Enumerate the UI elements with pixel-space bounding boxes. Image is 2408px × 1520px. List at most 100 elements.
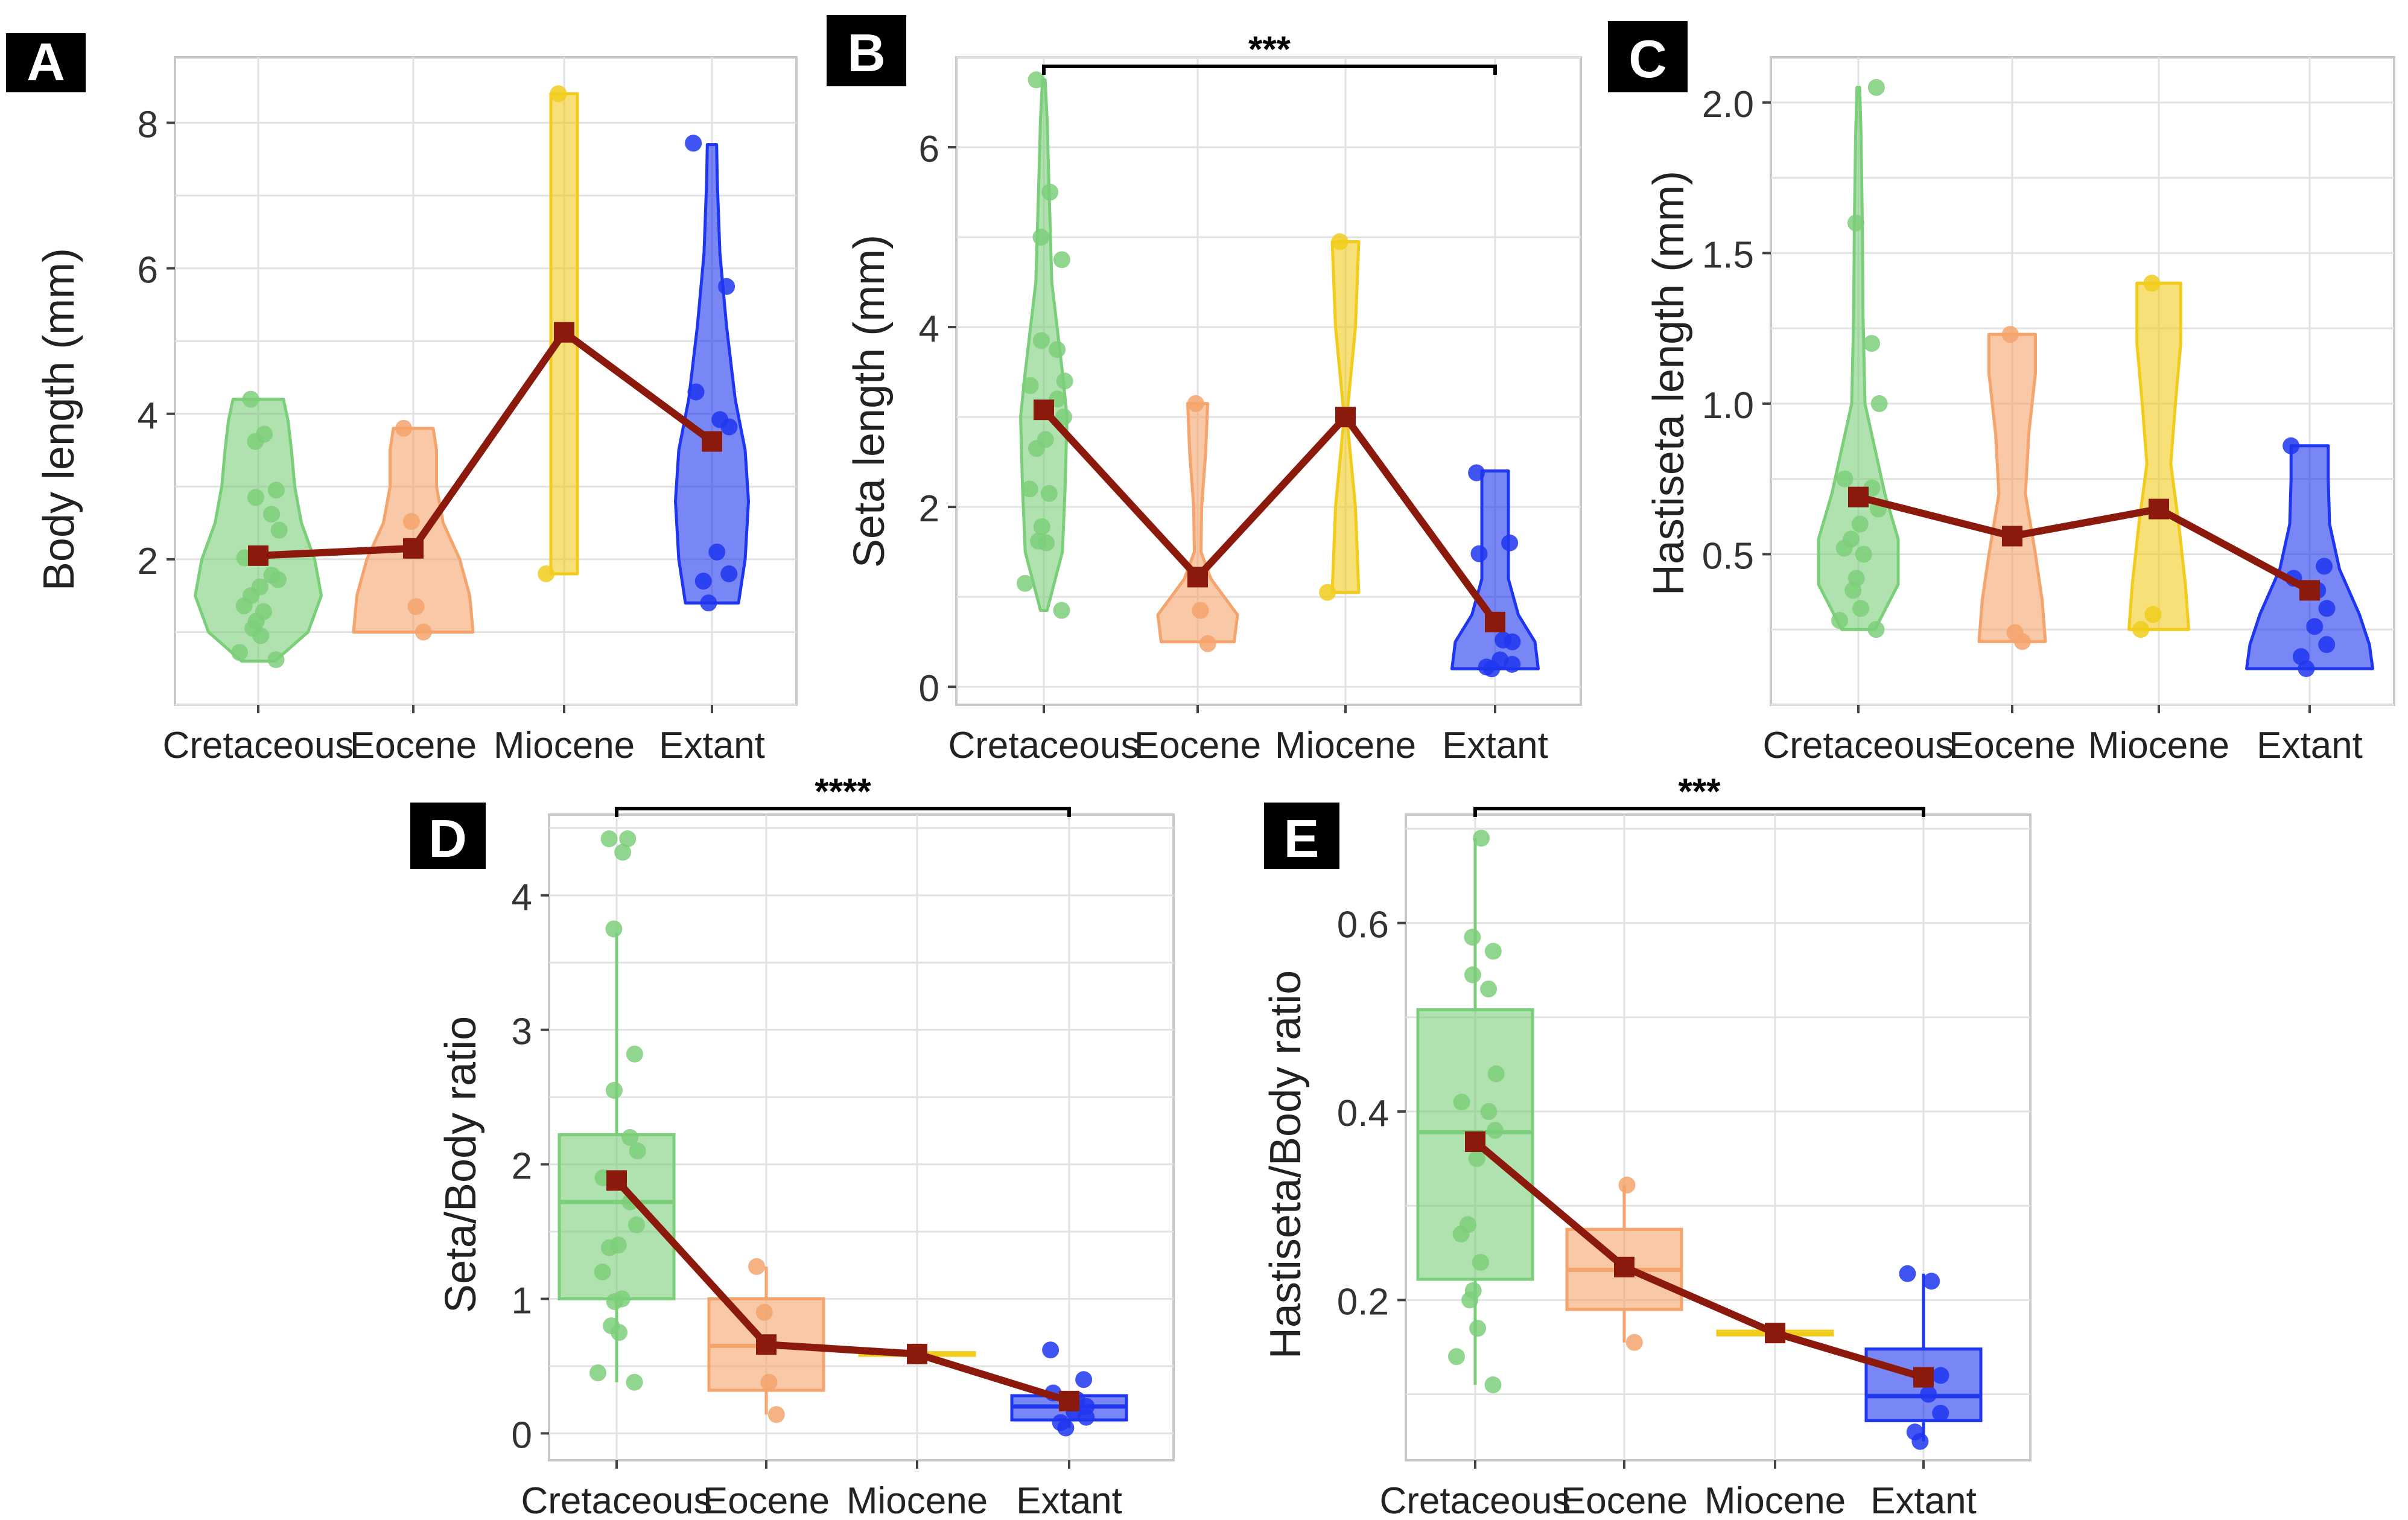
panel-d-cretaceous-point — [603, 1317, 620, 1335]
panel-a-miocene-point — [538, 565, 555, 582]
panel-e-ytick-label: 0.6 — [1337, 905, 1389, 946]
panel-d-extant-point — [1075, 1371, 1093, 1388]
panel-a-cretaceous-point — [270, 521, 288, 539]
panel-e-mean-marker-cretaceous — [1465, 1131, 1485, 1153]
panel-b-significance-label: *** — [1248, 29, 1291, 69]
panel-b-extant-point — [1495, 631, 1512, 649]
panel-d-mean-marker-extant — [1059, 1390, 1079, 1411]
panel-c-ytick-label: 1.0 — [1702, 385, 1754, 427]
panel-d-extant-point — [1042, 1341, 1059, 1359]
panel-b-cretaceous-point — [1021, 377, 1039, 394]
panel-c-badge — [1608, 21, 1688, 92]
panel-d-eocene-point — [767, 1406, 785, 1423]
panel-a-cretaceous-point — [256, 425, 273, 443]
panel-a-ytick-label: 8 — [138, 104, 158, 146]
panel-c-extant-point — [2318, 600, 2336, 617]
panel-c-cretaceous-point — [1870, 395, 1888, 412]
panel-a-ytick-label: 4 — [138, 395, 158, 437]
panel-a-mean-marker-eocene — [403, 538, 424, 559]
panel-a-eocene-point — [415, 623, 432, 641]
panel-d-cretaceous-point — [600, 830, 618, 848]
panel-e-cretaceous-point — [1460, 1216, 1477, 1233]
panel-a-cretaceous-violin — [194, 398, 323, 663]
panel-e-eocene-point — [1618, 1176, 1636, 1194]
panel-b-ylabel: Seta length (mm) — [845, 235, 894, 568]
panel-a-mean-line — [258, 328, 714, 559]
panel-d-letter: D — [428, 809, 467, 868]
panel-a-cretaceous-point — [251, 578, 268, 596]
panel-b-ytick-label: 2 — [919, 488, 939, 530]
panel-e-xtick-label-cretaceous: Cretaceous — [1379, 1480, 1571, 1520]
panel-c-miocene-point — [2132, 621, 2150, 638]
panel-b-mean-marker-extant — [1485, 611, 1505, 632]
panel-d-mean-marker-eocene — [756, 1334, 777, 1355]
panel-b-cretaceous-point — [1053, 602, 1070, 619]
panel-d-significance-bracket — [615, 807, 1071, 817]
panel-c-cretaceous-point — [1847, 570, 1865, 587]
panel-c-ylabel: Hastiseta length (mm) — [1645, 171, 1693, 596]
panel-c-extant-point — [2306, 618, 2324, 635]
panel-a-cretaceous-point — [247, 489, 264, 506]
panel-e-mean-marker-miocene — [1765, 1323, 1785, 1344]
panel-e-extant-point — [1932, 1367, 1949, 1384]
panel-c: C Hastiseta length (mm) 0.5 1.0 1.5 2.0 Cret… — [1608, 21, 2395, 766]
panel-b-cretaceous-point — [1032, 332, 1050, 349]
panel-b-mean-marker-eocene — [1187, 567, 1208, 588]
panel-e-badge — [1264, 803, 1339, 869]
panel-a-eocene-point — [407, 598, 425, 615]
panel-b-cretaceous-point — [1028, 71, 1045, 89]
panel-d-cretaceous-point — [628, 1216, 646, 1233]
panel-c-cretaceous-point — [1867, 78, 1885, 96]
panel-a-extant-point — [708, 543, 726, 561]
panel-b-mean-marker-cretaceous — [1034, 399, 1054, 421]
panel-b-xtick-label-miocene: Miocene — [1275, 725, 1416, 766]
panel-e-eocene-point — [1625, 1334, 1643, 1351]
panel-d-extant-point — [1052, 1414, 1069, 1431]
panel-e-ylabel: Hastiseta/Body ratio — [1262, 970, 1310, 1359]
panel-e-cretaceous-point — [1453, 1093, 1470, 1111]
panel-d-cretaceous-point — [605, 1081, 623, 1099]
panel-a-xtick-label-extant: Extant — [659, 725, 765, 766]
panel-d-ytick-label: 4 — [512, 877, 532, 918]
panel-a-cretaceous-point — [255, 603, 272, 620]
panel-d-ylabel: Seta/Body ratio — [437, 1016, 485, 1313]
panel-c-cretaceous-point — [1852, 600, 1870, 617]
panel-d-cretaceous-box — [558, 1133, 676, 1300]
panel-d-eocene-point — [755, 1303, 773, 1321]
panel-d-cretaceous-point — [619, 830, 637, 848]
panel-a-extant-point — [685, 135, 702, 152]
panel-d-ytick-label: 0 — [512, 1414, 532, 1456]
panel-d-cretaceous-point — [605, 920, 623, 938]
panel-c-xtick-label-eocene: Eocene — [1949, 725, 2076, 766]
panel-a-cretaceous-point — [231, 644, 249, 661]
panel-e-cretaceous-point — [1484, 1376, 1502, 1394]
panel-c-cretaceous-point — [1836, 470, 1854, 488]
panel-a-letter: A — [27, 32, 65, 92]
panel-b-extant-point — [1470, 545, 1488, 562]
panel-e: E Hastiseta/Body ratio 0.2 0.4 0.6 Cretaceo… — [1262, 771, 2032, 1520]
panel-e-extant-point — [1906, 1423, 1924, 1441]
panel-c-mean-line — [1857, 493, 2311, 594]
panel-c-miocene-point — [2144, 606, 2162, 623]
panel-c-miocene-point — [2143, 275, 2161, 292]
panel-c-eocene-point — [2006, 624, 2024, 641]
panel-b-cretaceous-point — [1017, 574, 1034, 592]
panel-a-xtick-label-eocene: Eocene — [350, 725, 477, 766]
panel-c-extant-point — [2316, 558, 2333, 575]
panel-d-cretaceous-point — [589, 1364, 607, 1382]
panel-e-xtick-label-eocene: Eocene — [1561, 1480, 1688, 1520]
panel-e-cretaceous-point — [1487, 1122, 1504, 1139]
panel-a-cretaceous-point — [242, 390, 259, 408]
panel-d-cretaceous-point — [614, 844, 632, 861]
panel-a-cretaceous-point — [267, 651, 285, 669]
panel-e-cretaceous-point — [1480, 1103, 1498, 1121]
panel-e-cretaceous-point — [1484, 943, 1502, 960]
panel-b-cretaceous-point — [1032, 229, 1050, 246]
panel-d-ytick-label: 1 — [512, 1280, 532, 1322]
panel-c-xtick-label-miocene: Miocene — [2088, 725, 2229, 766]
